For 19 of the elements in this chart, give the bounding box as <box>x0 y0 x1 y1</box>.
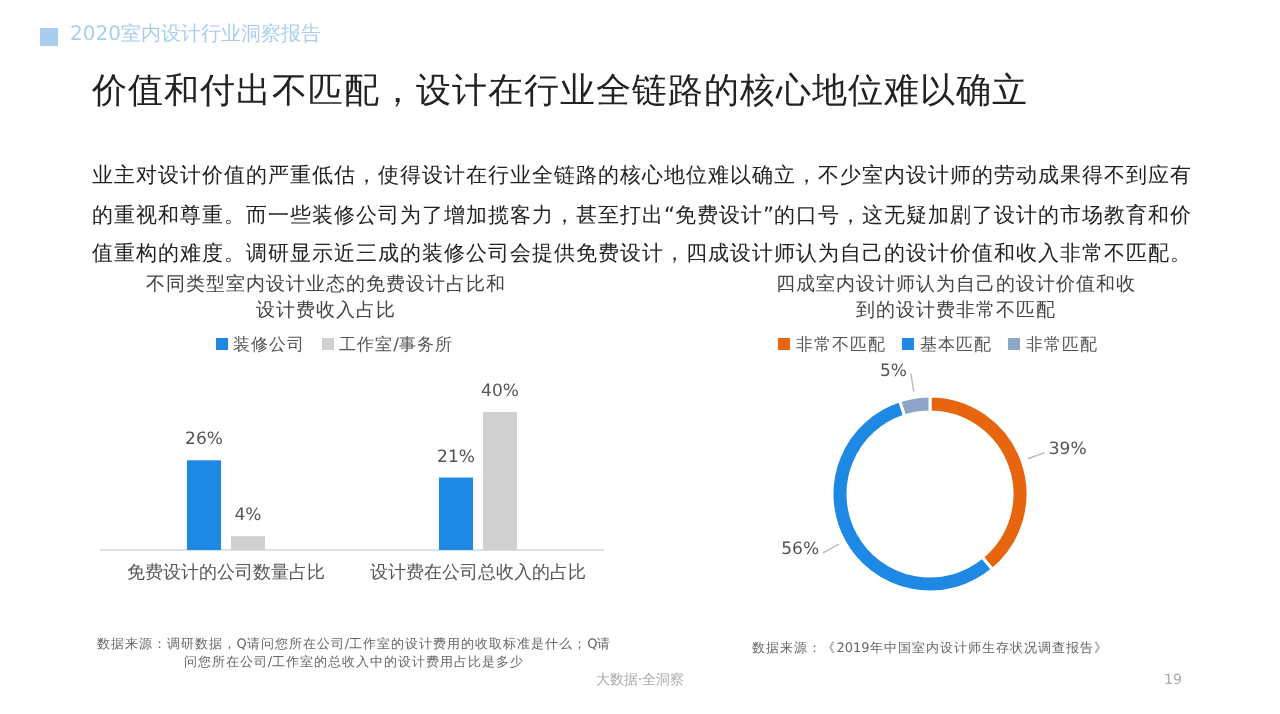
data-label: 4% <box>232 506 264 528</box>
legend: 装修公司 <box>233 336 306 356</box>
data-label: 26% <box>183 430 225 452</box>
legend: 非常不匹配 <box>796 336 886 356</box>
chart-title: 不同类型室内设计业态的免费设计占比和设计费收入占比 <box>146 272 506 324</box>
text: 业主对设计价值的严重低估，使得设计在行业全链路的核心地位难以确立，不少室内设计师的劳动成果得不到应有的重视和尊重。而一些装修公司为了增加揽客力，甚至打出“免费设计”的口号，这无疑加剧了设计的市场教育和价值重构的难度。调研显示近三成的装修公司会提供免费设计，四成设计师认为自己的设计价值和收入非常不匹配。 <box>92 162 1192 270</box>
data-label: 39% <box>1048 440 1089 462</box>
data-label: 40% <box>479 382 521 404</box>
data-label: 5% <box>877 361 907 383</box>
legend: 非常匹配 <box>1026 336 1098 356</box>
chart-title: 四成室内设计师认为自己的设计价值和收到的设计费非常不匹配 <box>776 272 1136 324</box>
legend: 工作室/事务所 <box>339 336 453 356</box>
legend: 基本匹配 <box>920 336 992 356</box>
data-label: 21% <box>435 447 477 469</box>
text: 2020室内设计行业洞察报告 <box>70 24 321 49</box>
x-tick-label: 免费设计的公司数量占比 <box>125 564 327 587</box>
data-label: 56% <box>779 540 820 562</box>
x-tick-label: 设计费在公司总收入的占比 <box>368 564 588 587</box>
text: 价值和付出不匹配，设计在行业全链路的核心地位难以确立 <box>92 72 1028 116</box>
